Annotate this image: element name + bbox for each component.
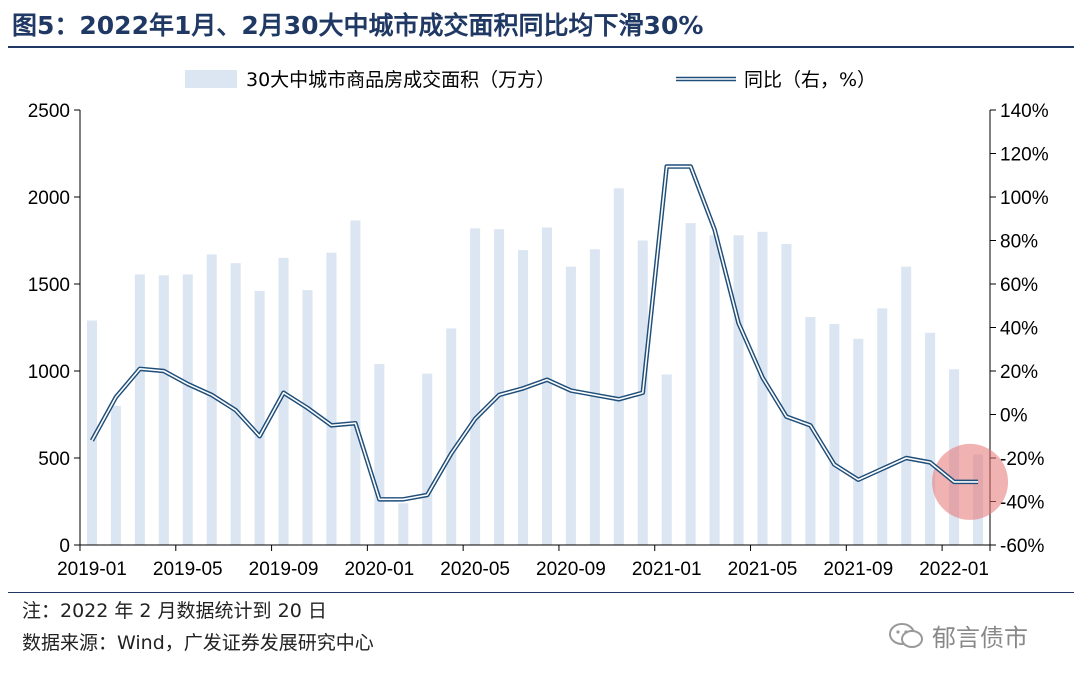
bar xyxy=(613,188,624,546)
bar xyxy=(350,220,361,546)
bar xyxy=(86,320,98,545)
legend-line-label: 同比（右，%） xyxy=(744,69,876,91)
title-divider xyxy=(8,46,1074,48)
bar xyxy=(685,223,696,545)
bar xyxy=(733,235,744,545)
y-left-tick-label: 1500 xyxy=(28,275,70,296)
y-left-tick-label: 1000 xyxy=(28,362,70,383)
x-tick-label: 2019-01 xyxy=(57,559,127,580)
bar xyxy=(925,332,936,545)
legend-bar-swatch xyxy=(185,70,237,88)
bar xyxy=(877,308,888,545)
bar xyxy=(781,243,792,546)
y-right-tick-label: 80% xyxy=(1000,232,1038,253)
x-tick-label: 2019-09 xyxy=(249,559,319,580)
x-tick-label: 2019-05 xyxy=(153,559,223,580)
bar-series xyxy=(86,188,984,546)
bar xyxy=(326,252,337,545)
chart: 30大中城市商品房成交面积（万方） 同比（右，%） 0 500 1000 1500 200… xyxy=(28,69,1049,580)
x-tick-label: 2020-09 xyxy=(536,559,606,580)
y-right-tick-label: -20% xyxy=(1000,449,1044,470)
bar xyxy=(134,274,145,545)
line-series xyxy=(90,164,979,502)
chart-source: 数据来源：Wind，广发证券发展研究中心 xyxy=(22,632,374,654)
bar xyxy=(446,328,457,545)
y-right-tick-label: -40% xyxy=(1000,493,1044,514)
y-right-tick-label: -60% xyxy=(1000,536,1044,557)
line-path-outer xyxy=(90,164,979,502)
bar xyxy=(805,317,816,545)
bar xyxy=(757,231,768,546)
bar xyxy=(853,338,864,545)
bar xyxy=(206,254,217,546)
legend: 30大中城市商品房成交面积（万方） 同比（右，%） xyxy=(185,69,876,91)
footer-divider xyxy=(8,592,1074,593)
x-tick-label: 2021-01 xyxy=(632,559,702,580)
bar xyxy=(541,227,553,545)
bar xyxy=(661,374,672,545)
bar xyxy=(565,266,576,545)
y-right-tick-label: 0% xyxy=(1000,406,1028,427)
bar xyxy=(158,275,169,545)
y-right-tick-label: 40% xyxy=(1000,319,1038,340)
x-tick-label: 2021-05 xyxy=(728,559,798,580)
bar xyxy=(709,235,720,545)
watermark: 郁言债市 xyxy=(888,618,1028,653)
bar xyxy=(470,228,481,545)
y-right-tick-label: 120% xyxy=(1000,145,1049,166)
bar xyxy=(278,257,289,545)
axes: 0 500 1000 1500 2000 2500 -60% -40% -20% 0% 20% 40%… xyxy=(28,101,1049,580)
x-tick-label: 2021-09 xyxy=(823,559,893,580)
watermark-text: 郁言债市 xyxy=(932,624,1028,652)
y-right-tick-label: 20% xyxy=(1000,362,1038,383)
bar xyxy=(422,373,433,545)
y-right-tick-label: 100% xyxy=(1000,188,1049,209)
wechat-icon xyxy=(889,622,923,648)
y-left-tick-label: 2500 xyxy=(28,101,70,122)
line-path-inner xyxy=(91,165,979,501)
bar xyxy=(302,290,313,545)
bar xyxy=(517,250,529,545)
y-left-tick-label: 2000 xyxy=(28,188,70,209)
y-left-tick-label: 500 xyxy=(38,449,70,470)
x-tick-label: 2022-01 xyxy=(919,559,989,580)
bar xyxy=(110,405,121,545)
chart-note: 注：2022 年 2 月数据统计到 20 日 xyxy=(22,600,327,622)
legend-bar-label: 30大中城市商品房成交面积（万方） xyxy=(246,69,555,91)
bar xyxy=(182,274,193,545)
bar xyxy=(829,324,840,545)
y-right-tick-label: 140% xyxy=(1000,101,1049,122)
bar xyxy=(230,263,241,545)
bar xyxy=(374,364,385,545)
y-left-tick-label: 0 xyxy=(59,536,70,557)
x-tick-label: 2020-01 xyxy=(344,559,414,580)
chart-title: 图5：2022年1月、2月30大中城市成交面积同比均下滑30% xyxy=(12,11,704,40)
bar xyxy=(254,290,265,545)
y-right-tick-label: 60% xyxy=(1000,275,1038,296)
bar xyxy=(901,266,912,545)
bar xyxy=(398,503,409,545)
bar xyxy=(494,229,505,545)
x-tick-label: 2020-05 xyxy=(440,559,510,580)
